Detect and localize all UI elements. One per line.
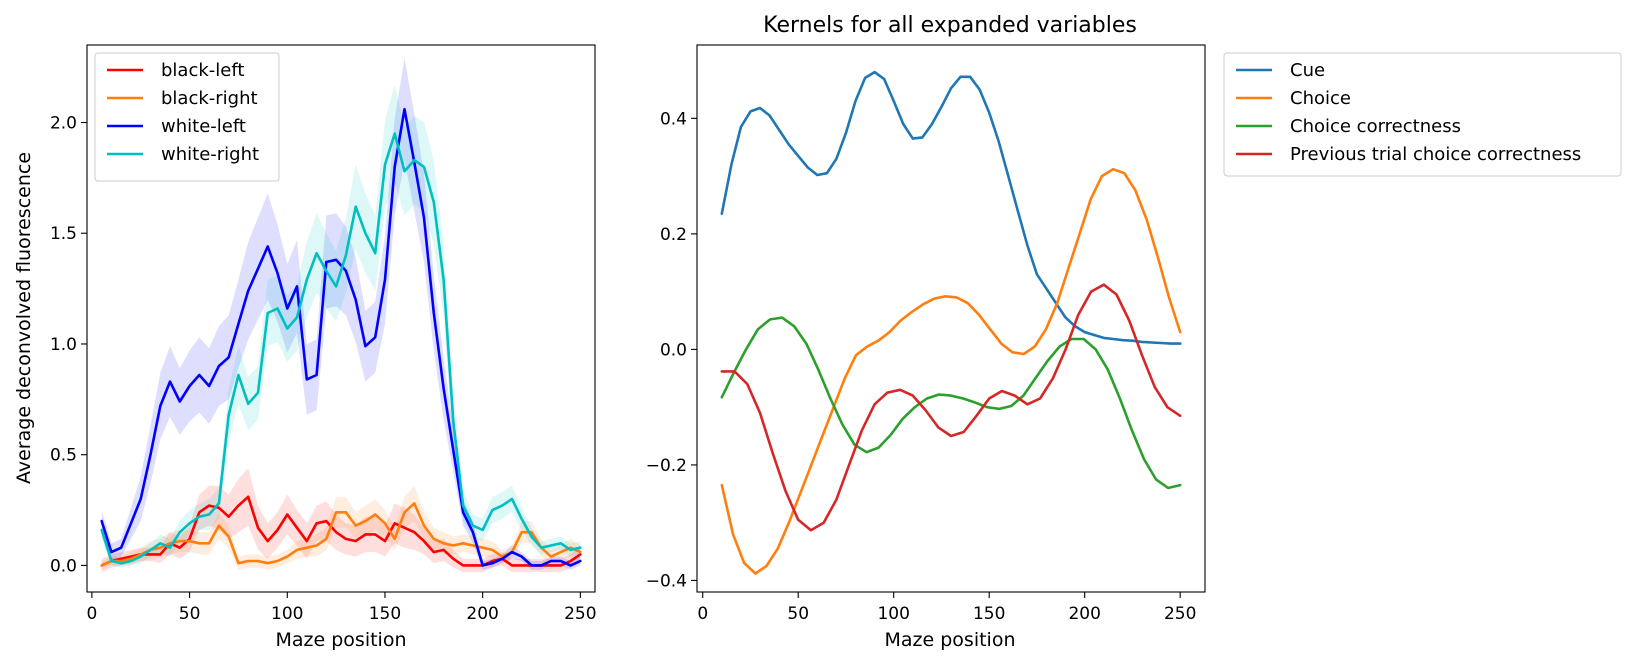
right-y-tick-label: 0.2 bbox=[660, 225, 687, 245]
right-line-choice bbox=[720, 167, 1182, 575]
left-y-tick-label: 0.0 bbox=[50, 556, 77, 576]
right-line-cue bbox=[720, 70, 1182, 345]
left-x-tick-label: 150 bbox=[369, 604, 401, 624]
left-legend-label-black-right: black-right bbox=[161, 88, 258, 109]
right-plot-frame bbox=[696, 44, 1206, 593]
right-line-choice-correctness bbox=[720, 316, 1182, 490]
left-legend-box bbox=[94, 52, 280, 182]
left-y-tick-label: 1.5 bbox=[50, 224, 77, 244]
left-plot-frame bbox=[86, 44, 596, 593]
left-y-tick-label: 0.5 bbox=[50, 446, 77, 466]
right-x-axis-label: Maze position bbox=[885, 629, 1016, 651]
right-legend-label-cue: Cue bbox=[1290, 60, 1325, 81]
left-band-black-right bbox=[101, 485, 581, 570]
right-legend: Cue Choice Choice correctness Previous tria… bbox=[1223, 52, 1622, 177]
right-y-tick-label: −0.4 bbox=[646, 571, 687, 591]
left-band-black-left bbox=[101, 468, 581, 573]
right-y-tick-label: 0.0 bbox=[660, 340, 687, 360]
right-y-tick-label: 0.4 bbox=[660, 109, 687, 129]
left-legend: black-left black-right white-left white-rig… bbox=[94, 52, 280, 182]
left-y-axis-label: Average deconvolved fluorescence bbox=[13, 152, 35, 484]
right-legend-label-previous-trial-choice-correctness: Previous trial choice correctness bbox=[1290, 144, 1581, 165]
left-line-white-right bbox=[100, 132, 582, 565]
left-line-black-right bbox=[100, 502, 582, 567]
right-x-tick-label: 50 bbox=[787, 604, 809, 624]
left-chart: 0 50 100 150 200 250 0.0 0.5 1.0 1.5 2.0 Maze pos… bbox=[13, 44, 597, 651]
left-y-tick-label: 1.0 bbox=[50, 335, 77, 355]
right-legend-label-choice-correctness: Choice correctness bbox=[1290, 116, 1461, 137]
left-x-tick-label: 200 bbox=[466, 604, 498, 624]
right-legend-box bbox=[1223, 52, 1622, 177]
left-legend-label-white-left: white-left bbox=[161, 116, 246, 137]
right-x-tick-label: 250 bbox=[1164, 604, 1196, 624]
right-x-tick-label: 100 bbox=[877, 604, 909, 624]
left-x-axis-label: Maze position bbox=[276, 629, 407, 651]
right-line-previous-trial-choice-correctness bbox=[720, 283, 1182, 532]
left-x-tick-label: 50 bbox=[179, 604, 201, 624]
left-x-tick-label: 250 bbox=[564, 604, 596, 624]
right-chart-title: Kernels for all expanded variables bbox=[763, 13, 1137, 38]
left-line-white-left bbox=[100, 107, 582, 567]
left-y-tick-label: 2.0 bbox=[50, 114, 77, 134]
right-legend-label-choice: Choice bbox=[1290, 88, 1351, 109]
right-x-tick-label: 150 bbox=[973, 604, 1005, 624]
left-x-tick-label: 0 bbox=[86, 604, 97, 624]
left-legend-label-black-left: black-left bbox=[161, 60, 244, 81]
left-legend-label-white-right: white-right bbox=[161, 144, 259, 165]
right-chart: Kernels for all expanded variables 0 50 10… bbox=[646, 13, 1622, 651]
right-x-tick-label: 0 bbox=[697, 604, 708, 624]
right-y-tick-label: −0.2 bbox=[646, 456, 687, 476]
right-x-tick-label: 200 bbox=[1068, 604, 1100, 624]
left-x-tick-label: 100 bbox=[271, 604, 303, 624]
